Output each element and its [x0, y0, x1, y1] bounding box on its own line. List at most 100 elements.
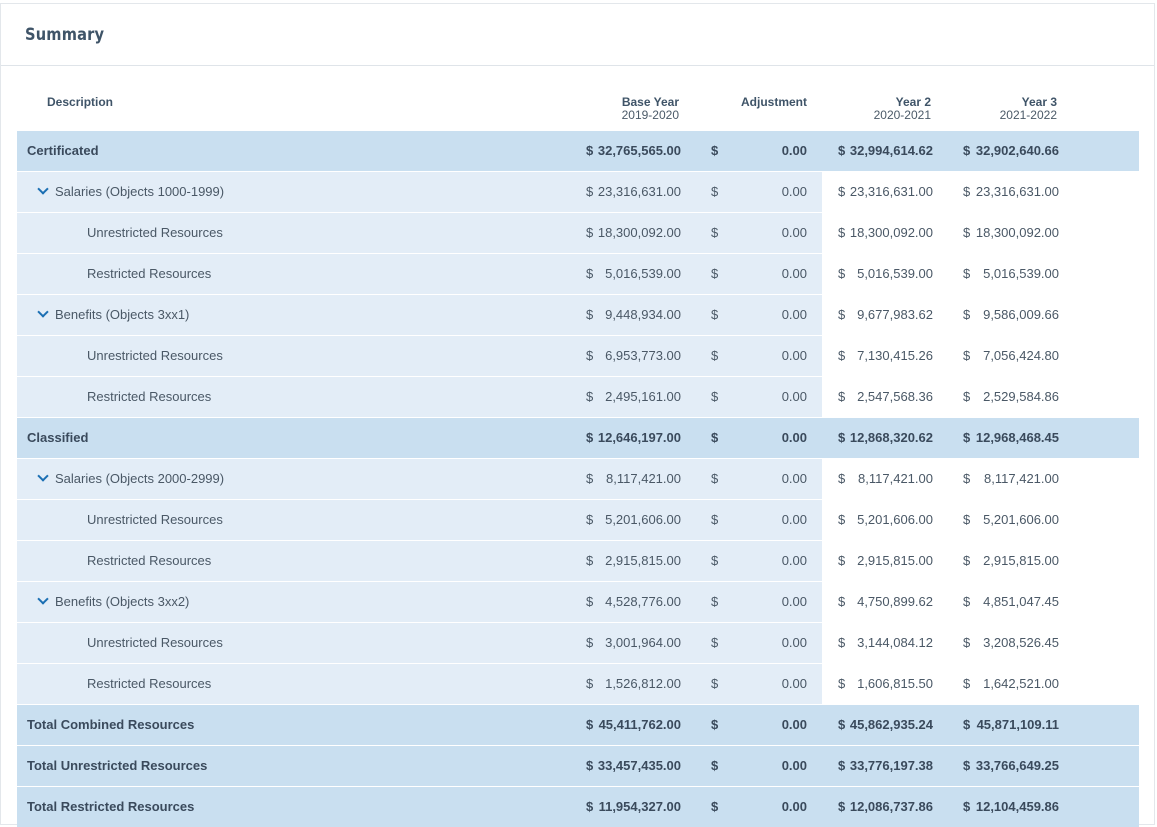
currency-symbol: $ — [711, 225, 719, 240]
year-3-value: 33,766,649.25 — [975, 758, 1059, 773]
table-total-row: Total Combined Resources $45,411,762.00 $0… — [17, 704, 1139, 745]
year-2-value: 3,144,084.12 — [857, 635, 933, 650]
adjustment-value: 0.00 — [781, 430, 807, 445]
currency-symbol: $ — [711, 799, 719, 814]
currency-symbol: $ — [586, 307, 594, 322]
currency-symbol: $ — [711, 758, 719, 773]
year-2-value: 32,994,614.62 — [849, 143, 933, 158]
currency-symbol: $ — [711, 184, 719, 199]
currency-symbol: $ — [838, 758, 846, 773]
base-year-value: 8,117,421.00 — [606, 471, 681, 486]
year-3-value: 3,208,526.45 — [983, 635, 1059, 650]
table-total-row: Classified $12,646,197.00 $0.00 $12,868,320… — [17, 417, 1139, 458]
base-year-value: 6,953,773.00 — [605, 348, 681, 363]
row-label: Benefits (Objects 3xx1) — [55, 307, 190, 322]
row-description: Total Restricted Resources — [27, 787, 194, 827]
year-2-value: 2,915,815.00 — [857, 553, 933, 568]
currency-symbol: $ — [586, 266, 594, 281]
table-header: Description Base Year 2019-2020 Adjustme… — [17, 90, 1139, 130]
table-group-row[interactable]: Benefits (Objects 3xx1) $9,448,934.00 $0.0… — [17, 294, 1139, 335]
row-description: Restricted Resources — [87, 541, 211, 581]
currency-symbol: $ — [586, 676, 594, 691]
year-3-value: 5,016,539.00 — [983, 266, 1059, 281]
row-label: Classified — [27, 430, 89, 445]
row-description: Benefits (Objects 3xx2) — [37, 582, 190, 622]
base-year-value: 2,915,815.00 — [605, 553, 681, 568]
panel-title: Summary — [25, 24, 105, 45]
currency-symbol: $ — [586, 348, 594, 363]
year-2-value: 5,201,606.00 — [857, 512, 933, 527]
year-2-value: 9,677,983.62 — [857, 307, 933, 322]
row-description: Benefits (Objects 3xx1) — [37, 295, 190, 335]
currency-symbol: $ — [963, 471, 971, 486]
currency-symbol: $ — [838, 184, 846, 199]
year-2-range: 2020-2021 — [873, 108, 931, 122]
currency-symbol: $ — [711, 676, 719, 691]
year-3-range: 2021-2022 — [999, 108, 1057, 122]
currency-symbol: $ — [586, 471, 594, 486]
base-year-value: 18,300,092.00 — [597, 225, 681, 240]
year-3-value: 32,902,640.66 — [975, 143, 1059, 158]
summary-table: Description Base Year 2019-2020 Adjustme… — [17, 90, 1139, 827]
table-group-row[interactable]: Salaries (Objects 2000-2999) $8,117,421.0… — [17, 458, 1139, 499]
currency-symbol: $ — [586, 512, 594, 527]
table-row: Restricted Resources $1,526,812.00 $0.00 $1… — [17, 663, 1139, 704]
currency-symbol: $ — [838, 225, 846, 240]
adjustment-value: 0.00 — [781, 471, 807, 486]
adjustment-value: 0.00 — [781, 594, 807, 609]
adjustment-value: 0.00 — [781, 225, 807, 240]
year-2-value: 45,862,935.24 — [849, 717, 933, 732]
currency-symbol: $ — [711, 594, 719, 609]
currency-symbol: $ — [963, 225, 971, 240]
currency-symbol: $ — [586, 717, 594, 732]
table-row: Unrestricted Resources $6,953,773.00 $0.00… — [17, 335, 1139, 376]
currency-symbol: $ — [711, 553, 719, 568]
row-description: Salaries (Objects 1000-1999) — [37, 172, 224, 212]
chevron-down-icon[interactable] — [37, 306, 49, 318]
currency-symbol: $ — [586, 799, 594, 814]
year-2-value: 12,086,737.86 — [849, 799, 933, 814]
chevron-down-icon[interactable] — [37, 470, 49, 482]
table-row: Unrestricted Resources $5,201,606.00 $0.00… — [17, 499, 1139, 540]
year-3-value: 9,586,009.66 — [983, 307, 1059, 322]
year-3-value: 2,915,815.00 — [983, 553, 1059, 568]
year-2-label: Year 2 — [895, 95, 931, 109]
row-description: Salaries (Objects 2000-2999) — [37, 459, 224, 499]
currency-symbol: $ — [586, 635, 594, 650]
currency-symbol: $ — [838, 389, 846, 404]
column-header-description: Description — [47, 95, 114, 109]
row-description: Unrestricted Resources — [87, 623, 223, 663]
adjustment-value: 0.00 — [781, 184, 807, 199]
currency-symbol: $ — [586, 389, 594, 404]
currency-symbol: $ — [963, 635, 971, 650]
table-group-row[interactable]: Benefits (Objects 3xx2) $4,528,776.00 $0.0… — [17, 581, 1139, 622]
currency-symbol: $ — [838, 594, 846, 609]
currency-symbol: $ — [586, 143, 594, 158]
row-label: Benefits (Objects 3xx2) — [55, 594, 190, 609]
table-total-row: Total Restricted Resources $11,954,327.00… — [17, 786, 1139, 827]
column-header-year-2: Year 2 2020-2021 — [874, 96, 931, 122]
adjustment-value: 0.00 — [781, 266, 807, 281]
table-total-row: Certificated $32,765,565.00 $0.00 $32,994,6… — [17, 130, 1139, 171]
base-year-value: 45,411,762.00 — [598, 717, 681, 732]
row-label: Unrestricted Resources — [87, 512, 223, 527]
currency-symbol: $ — [586, 594, 594, 609]
currency-symbol: $ — [711, 266, 719, 281]
year-3-value: 12,104,459.86 — [975, 799, 1059, 814]
table-row: Restricted Resources $2,495,161.00 $0.00 $2… — [17, 376, 1139, 417]
row-label: Certificated — [27, 143, 99, 158]
row-label: Restricted Resources — [87, 553, 212, 568]
currency-symbol: $ — [838, 799, 846, 814]
base-year-value: 1,526,812.00 — [605, 676, 681, 691]
currency-symbol: $ — [711, 307, 719, 322]
currency-symbol: $ — [838, 553, 846, 568]
chevron-down-icon[interactable] — [37, 593, 49, 605]
table-body: Certificated $32,765,565.00 $0.00 $32,994,6… — [17, 130, 1139, 827]
table-row: Unrestricted Resources $3,001,964.00 $0.00… — [17, 622, 1139, 663]
row-description: Restricted Resources — [87, 377, 211, 417]
year-3-value: 12,968,468.45 — [975, 430, 1059, 445]
table-group-row[interactable]: Salaries (Objects 1000-1999) $23,316,631.… — [17, 171, 1139, 212]
chevron-down-icon[interactable] — [37, 183, 49, 195]
row-description: Certificated — [27, 131, 99, 171]
year-3-value: 1,642,521.00 — [983, 676, 1059, 691]
